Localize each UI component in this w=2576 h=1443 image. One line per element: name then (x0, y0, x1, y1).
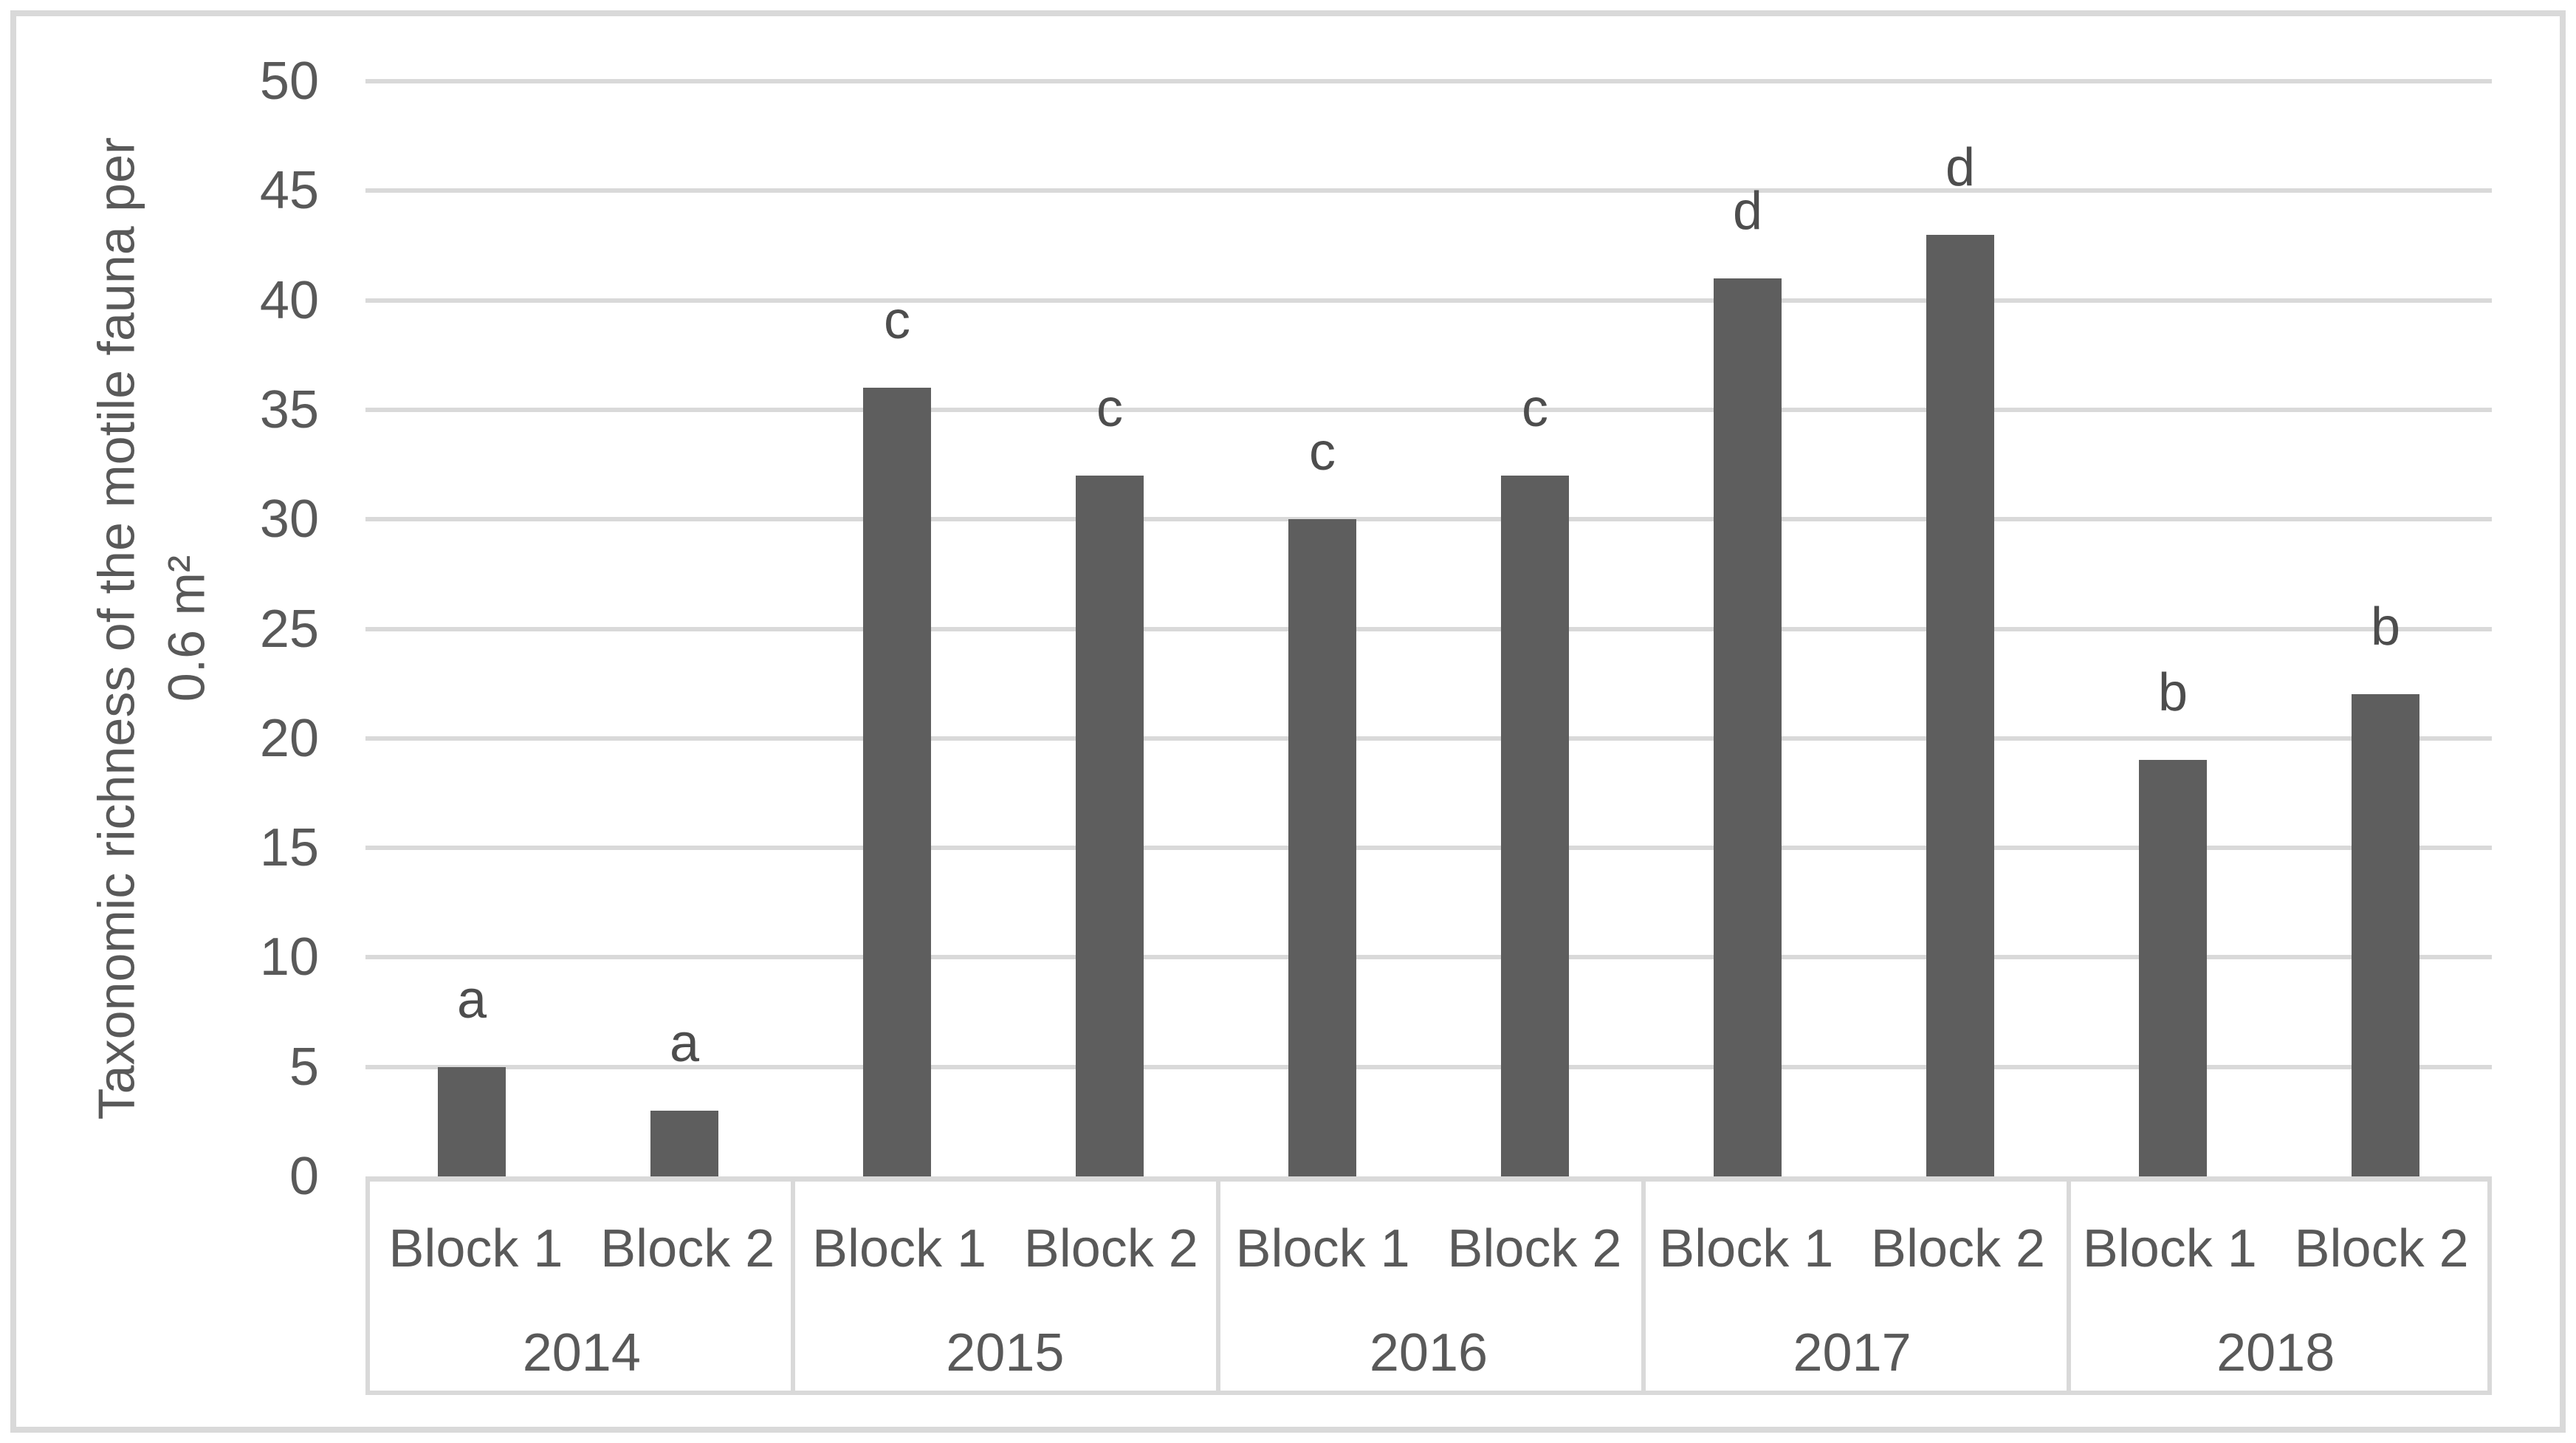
x-axis-block-label: Block 2 (600, 1219, 775, 1278)
bar (863, 388, 931, 1176)
x-axis-group-divider (791, 1182, 795, 1391)
gridline (365, 407, 2492, 412)
y-tick-label: 30 (259, 490, 319, 549)
x-axis-block-label: Block 1 (1235, 1219, 1410, 1278)
x-axis-block-label: Block 2 (1447, 1219, 1622, 1278)
x-axis-year-label: 2018 (2216, 1323, 2335, 1382)
significance-letter: c (1309, 422, 1336, 482)
bar (1714, 278, 1782, 1176)
x-axis-year-row: 2014 2015 2016 2017 2018 (370, 1291, 2487, 1396)
bar (2352, 694, 2419, 1176)
x-axis-year-label: 2016 (1369, 1323, 1488, 1382)
gridline (365, 955, 2492, 960)
significance-letter: d (1945, 137, 1976, 197)
x-axis-group-divider (1641, 1182, 1646, 1391)
x-axis-block-label: Block 1 (388, 1219, 563, 1278)
x-axis-category-box: Block 1 Block 2 Block 1 Block 2 Block 1 Block… (365, 1176, 2492, 1395)
significance-letter: b (2370, 597, 2401, 657)
y-tick-label: 45 (259, 161, 319, 221)
x-axis-block-row: Block 1 Block 2 Block 1 Block 2 Block 1 Block… (370, 1182, 2487, 1291)
significance-letter: b (2157, 663, 2188, 723)
bar (1288, 519, 1356, 1176)
figure-border (10, 10, 2566, 1433)
y-tick-label: 5 (289, 1037, 319, 1097)
y-tick-label: 40 (259, 270, 319, 330)
x-axis-block-label: Block 2 (1023, 1219, 1198, 1278)
bar (2139, 760, 2207, 1176)
x-axis-year-label: 2015 (946, 1323, 1065, 1382)
significance-letter: c (884, 291, 910, 351)
gridline (365, 298, 2492, 303)
significance-letter: c (1522, 378, 1548, 438)
gridline (365, 1064, 2492, 1069)
significance-letter: a (456, 970, 487, 1029)
x-axis-block-label: Block 1 (1659, 1219, 1834, 1278)
bar (1501, 475, 1569, 1176)
significance-letter: c (1096, 378, 1123, 438)
gridline (365, 626, 2492, 631)
x-axis-block-label: Block 2 (1870, 1219, 2046, 1278)
bar (650, 1111, 718, 1176)
x-axis-year-label: 2017 (1793, 1323, 1912, 1382)
gridline (365, 79, 2492, 83)
x-axis-block-label: Block 1 (2082, 1219, 2257, 1278)
y-tick-label: 0 (289, 1147, 319, 1206)
y-tick-label: 50 (259, 52, 319, 111)
gridline (365, 736, 2492, 741)
gridline (365, 517, 2492, 522)
bar (1926, 234, 1994, 1176)
bar (1076, 475, 1144, 1176)
x-axis-group-divider (2067, 1182, 2071, 1391)
y-tick-label: 10 (259, 928, 319, 987)
significance-letter: d (1732, 181, 1763, 241)
y-tick-label: 15 (259, 818, 319, 878)
plot-area: a a c c c c d d b b (365, 79, 2492, 1176)
gridline (365, 846, 2492, 851)
y-tick-label: 20 (259, 708, 319, 768)
x-axis-block-label: Block 1 (811, 1219, 987, 1278)
gridline (365, 188, 2492, 193)
bar (438, 1066, 506, 1176)
y-axis-tick-labels: 0 5 10 15 20 25 30 35 40 45 50 (0, 52, 319, 1206)
significance-letter: a (669, 1014, 700, 1074)
x-axis-group-divider (1216, 1182, 1220, 1391)
x-axis-year-label: 2014 (522, 1323, 641, 1382)
x-axis-block-label: Block 2 (2294, 1219, 2469, 1278)
y-tick-label: 25 (259, 599, 319, 659)
y-tick-label: 35 (259, 380, 319, 439)
